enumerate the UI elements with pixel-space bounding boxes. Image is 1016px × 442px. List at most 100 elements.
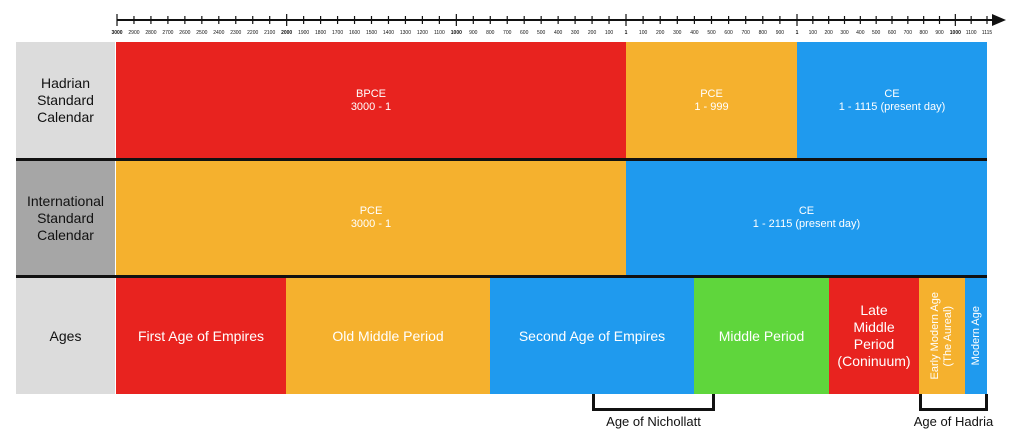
axis-tick-label: 800 xyxy=(486,30,495,36)
axis-tick-label: 2200 xyxy=(247,30,258,36)
axis-tick-label: 100 xyxy=(605,30,614,36)
axis-tick-label: 2600 xyxy=(179,30,190,36)
row-label-hadrian: Hadrian Standard Calendar xyxy=(16,42,115,159)
axis-tick-label: 2400 xyxy=(213,30,224,36)
axis-tick-label: 2100 xyxy=(264,30,275,36)
age-label: Modern Age xyxy=(969,306,982,366)
axis-tick-label: 2900 xyxy=(128,30,139,36)
age-late-middle-period: Late Middle Period (Coninuum) xyxy=(829,278,919,394)
axis-tick-label: 1100 xyxy=(966,30,977,36)
row-label-line: International xyxy=(26,192,105,209)
axis-tick-label: 700 xyxy=(904,30,913,36)
row-divider xyxy=(16,158,987,161)
segment-range: 1 - 999 xyxy=(694,100,729,113)
axis-tick-label: 1 xyxy=(796,30,799,36)
axis-tick-label: 1100 xyxy=(434,30,445,36)
axis-tick-label: 200 xyxy=(588,30,597,36)
axis-tick-label: 300 xyxy=(673,30,682,36)
age-middle-period: Middle Period xyxy=(694,278,829,394)
segment-range: 1 - 2115 (present day) xyxy=(752,218,861,230)
international-pce-segment: PCE 3000 - 1 xyxy=(116,161,626,275)
row-divider xyxy=(16,275,987,278)
axis-tick-label: 900 xyxy=(935,30,944,36)
bracket-age-of-hadria xyxy=(919,394,988,411)
age-second-age-of-empires: Second Age of Empires xyxy=(490,278,694,394)
row-label-international: International Standard Calendar xyxy=(16,161,115,275)
age-label: First Age of Empires xyxy=(137,327,265,344)
axis-tick-label: 200 xyxy=(824,30,833,36)
segment-name: CE xyxy=(884,87,900,100)
axis-tick-label: 600 xyxy=(520,30,529,36)
axis-tick-label: 400 xyxy=(690,30,699,36)
row-label-line: Hadrian xyxy=(40,75,90,91)
axis-tick-label: 1300 xyxy=(400,30,411,36)
axis-tick-label: 100 xyxy=(809,30,818,36)
age-label-line: Period xyxy=(853,336,895,352)
row-label-line: Standard xyxy=(37,209,94,226)
axis-tick-label: 700 xyxy=(742,30,751,36)
axis-tick-label: 1700 xyxy=(332,30,343,36)
axis-tick-label: 2000 xyxy=(281,30,292,36)
axis-tick-label: 2700 xyxy=(162,30,173,36)
axis-tick-label: 300 xyxy=(840,30,849,36)
axis-tick-label: 2300 xyxy=(230,30,241,36)
age-label-line: Middle xyxy=(853,319,895,335)
row-label-line: Calendar xyxy=(37,109,94,125)
age-early-modern-age: Early Modern Age (The Aureal) xyxy=(919,278,965,394)
axis-tick-label: 300 xyxy=(571,30,580,36)
axis-tick-label: 900 xyxy=(469,30,478,36)
segment-range: 1 - 1115 (present day) xyxy=(838,100,946,113)
axis-tick-label: 1000 xyxy=(451,30,462,36)
age-label: Second Age of Empires xyxy=(518,327,666,344)
segment-name: PCE xyxy=(359,205,383,217)
axis-tick-label: 600 xyxy=(724,30,733,36)
axis-arrow-icon xyxy=(992,14,1006,26)
age-label: Old Middle Period xyxy=(332,327,444,344)
row-label-line: Ages xyxy=(49,327,82,344)
bracket-label-nichollatt: Age of Nichollatt xyxy=(606,414,701,429)
axis-tick-label: 800 xyxy=(919,30,928,36)
hadrian-pce-segment: PCE 1 - 999 xyxy=(626,42,797,159)
hadrian-bpce-segment: BPCE 3000 - 1 xyxy=(116,42,626,159)
axis-tick-label: 200 xyxy=(656,30,665,36)
segment-range: 3000 - 1 xyxy=(350,218,392,230)
age-old-middle-period: Old Middle Period xyxy=(286,278,490,394)
axis-tick-label: 100 xyxy=(639,30,648,36)
axis-tick-label: 1400 xyxy=(383,30,394,36)
axis-tick-label: 2500 xyxy=(196,30,207,36)
axis-tick-label: 1000 xyxy=(950,30,961,36)
age-modern-age: Modern Age xyxy=(965,278,987,394)
row-label-line: Standard xyxy=(37,92,94,108)
axis-tick-label: 800 xyxy=(759,30,768,36)
timeline-axis: 3000 2900 2800 2700 2600 2500 2400 2300 2200 2100… xyxy=(111,14,1006,36)
axis-tick-label: 1900 xyxy=(298,30,309,36)
axis-tick-label: 400 xyxy=(554,30,563,36)
axis-tick-label: 1 xyxy=(625,30,628,36)
age-label-line: (The Aureal) xyxy=(942,305,954,367)
row-label-ages: Ages xyxy=(16,278,115,394)
bracket-label-hadria: Age of Hadria xyxy=(913,414,994,429)
age-label-line: Late xyxy=(860,302,888,318)
axis-tick-label: 700 xyxy=(503,30,512,36)
axis-tick-label: 600 xyxy=(888,30,897,36)
axis-tick-label: 3000 xyxy=(111,30,122,36)
axis-tick-label: 1800 xyxy=(315,30,326,36)
axis-tick-label: 1115 xyxy=(982,30,993,36)
axis-tick-label: 1200 xyxy=(417,30,428,36)
axis-tick-label: 1600 xyxy=(349,30,360,36)
axis-tick-label: 2800 xyxy=(145,30,156,36)
axis-tick-label: 1500 xyxy=(366,30,377,36)
international-ce-segment: CE 1 - 2115 (present day) xyxy=(626,161,987,275)
age-label-line: (Coninuum) xyxy=(837,353,911,369)
segment-name: PCE xyxy=(700,87,723,100)
axis-tick-label: 500 xyxy=(707,30,716,36)
row-label-line: Calendar xyxy=(37,226,94,243)
segment-name: CE xyxy=(798,205,815,217)
axis-tick-label: 900 xyxy=(776,30,785,36)
age-label-line: Early Modern Age xyxy=(929,292,941,380)
hadrian-ce-segment: CE 1 - 1115 (present day) xyxy=(797,42,987,159)
axis-tick-label: 400 xyxy=(856,30,865,36)
axis-tick-label: 500 xyxy=(872,30,881,36)
age-first-age-of-empires: First Age of Empires xyxy=(116,278,286,394)
axis-tick-label: 500 xyxy=(537,30,546,36)
